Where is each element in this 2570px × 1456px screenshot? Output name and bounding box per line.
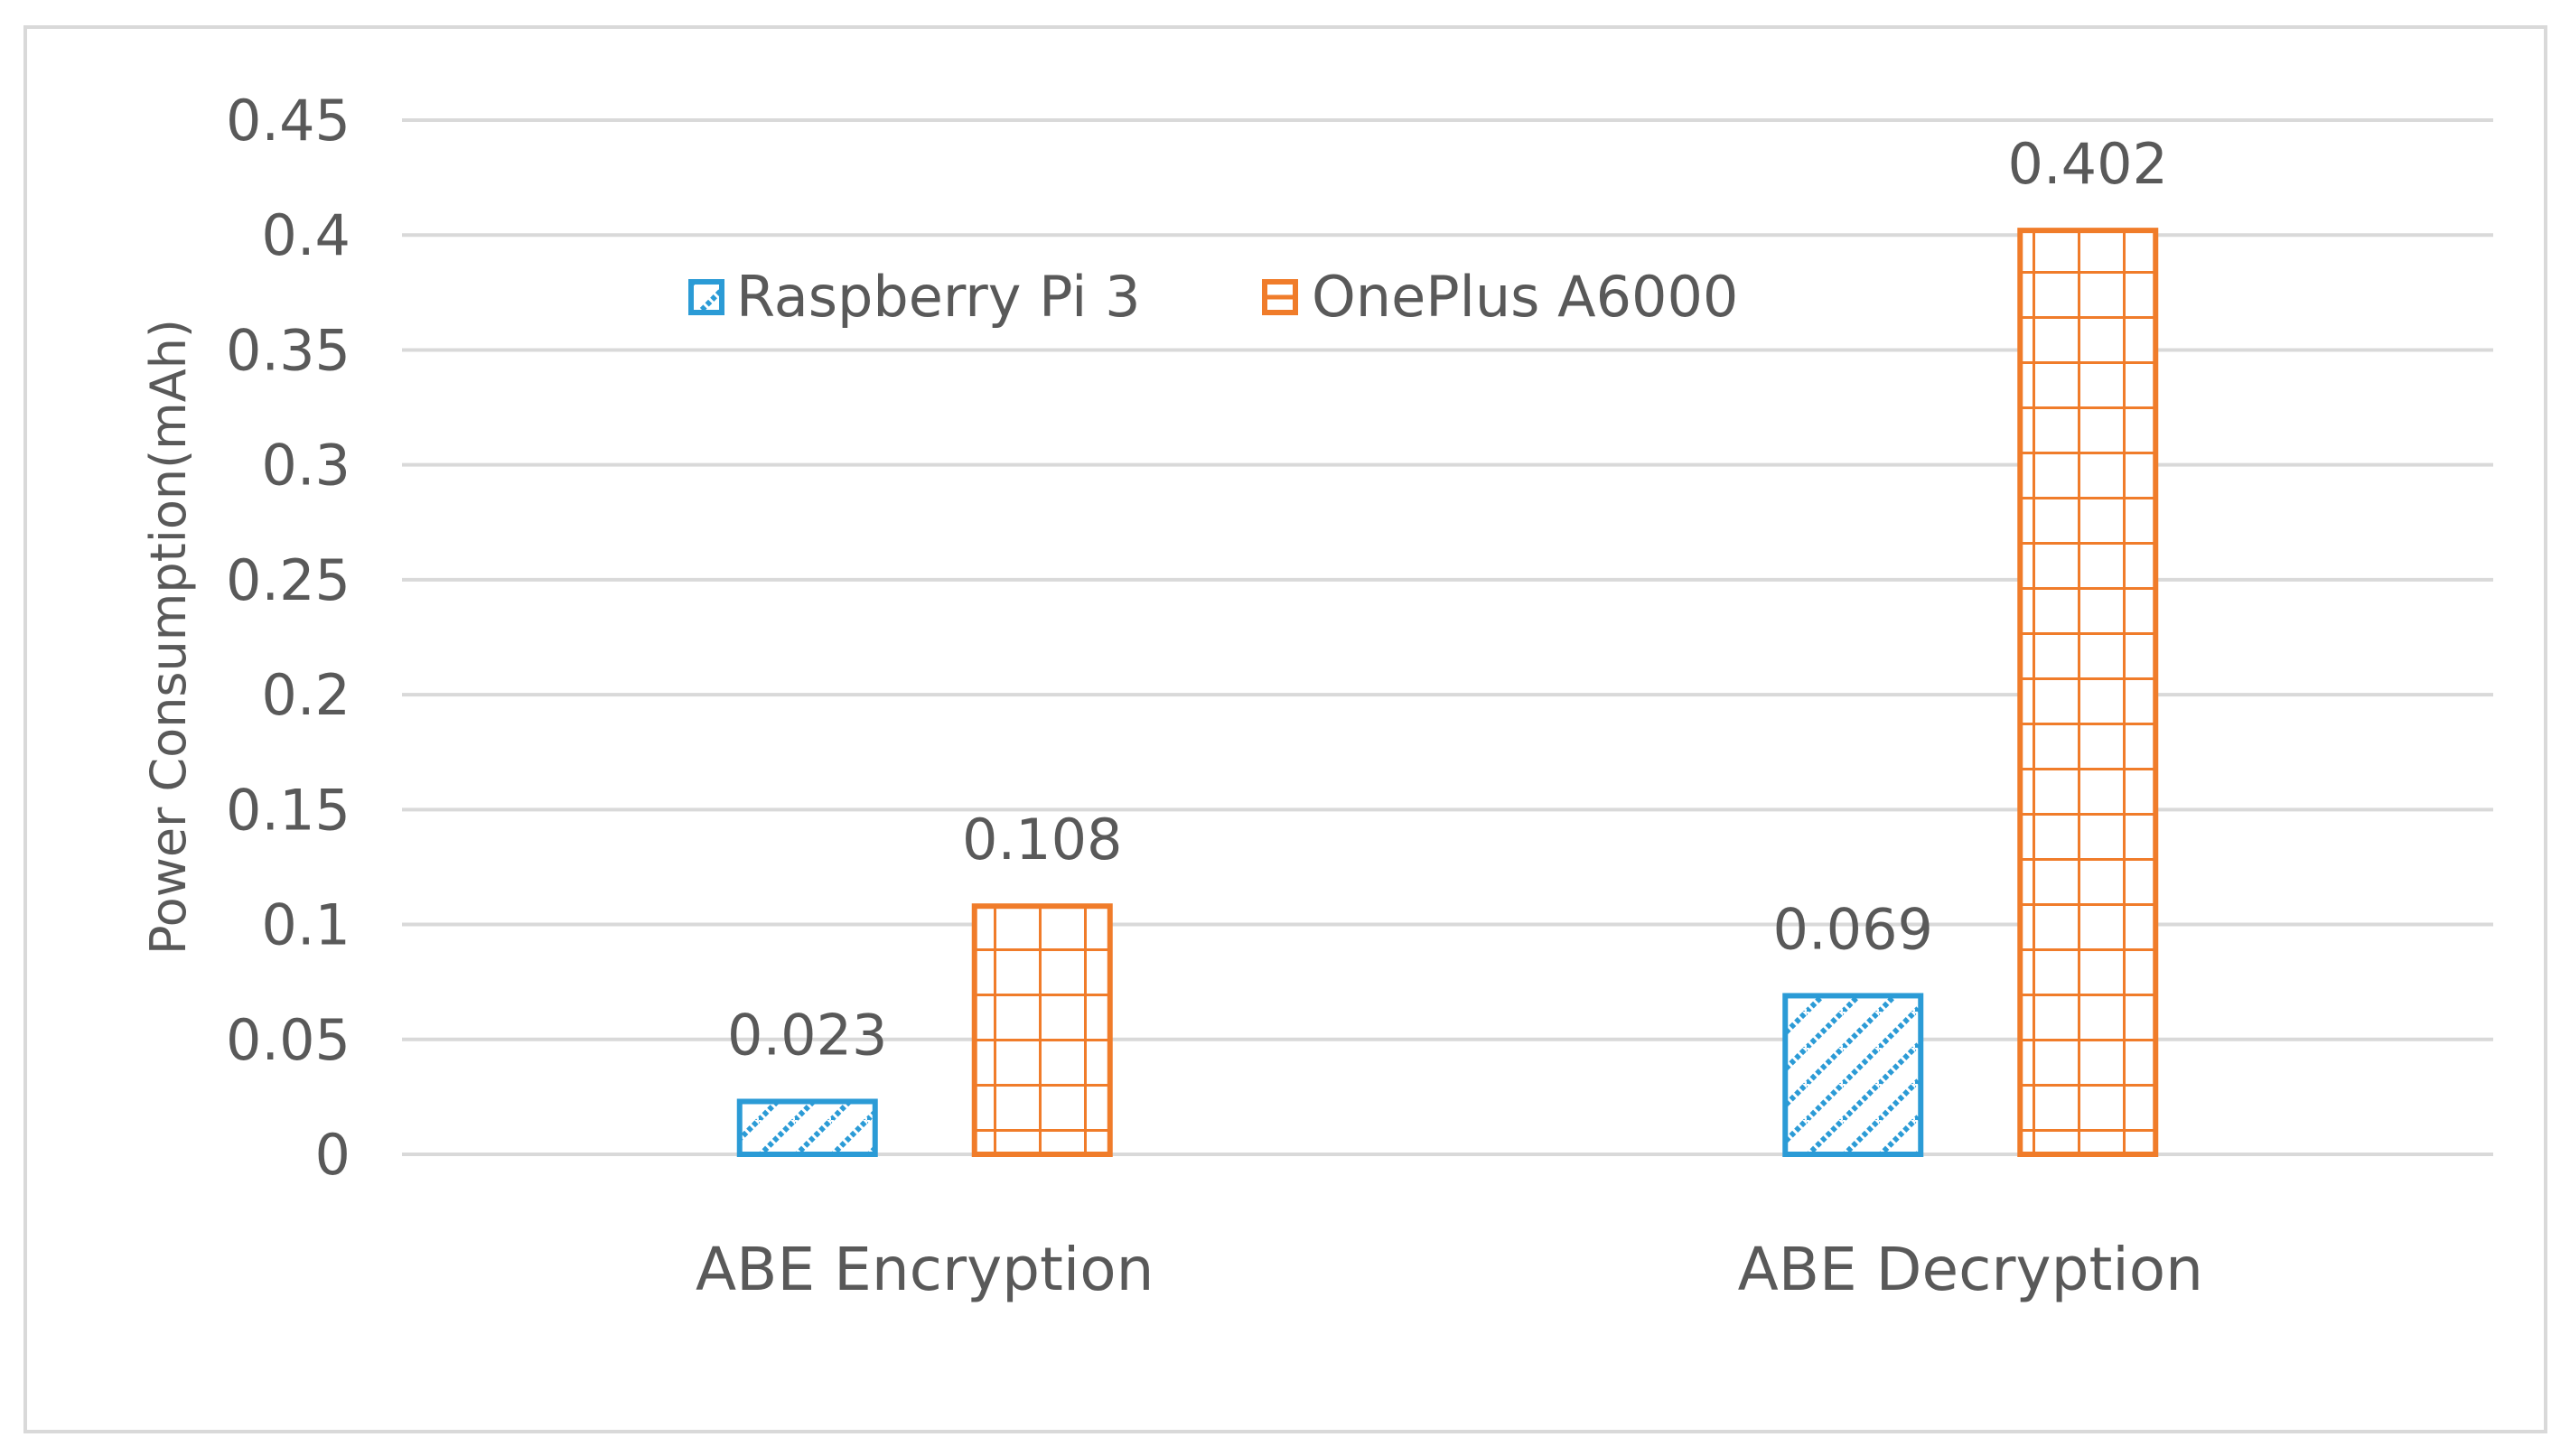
bar-raspberry-pi-3 xyxy=(1782,993,1924,1158)
gridlines xyxy=(402,118,2493,1156)
legend-label-oneplus-a6000: OnePlus A6000 xyxy=(1312,264,1738,330)
y-tick-label: 0.35 xyxy=(226,317,350,383)
x-tick-label: ABE Decryption xyxy=(1738,1235,2203,1304)
bars xyxy=(736,228,2159,1158)
y-tick-label: 0.2 xyxy=(261,662,350,728)
legend-swatch-raspberry-pi-3 xyxy=(688,279,724,315)
data-label: 0.402 xyxy=(2008,131,2169,197)
x-tick-label: ABE Encryption xyxy=(696,1235,1154,1304)
legend-label-raspberry-pi-3: Raspberry Pi 3 xyxy=(736,264,1141,330)
data-label: 0.069 xyxy=(1773,896,1934,962)
y-tick-label: 0.3 xyxy=(261,433,350,499)
y-tick-label: 0.05 xyxy=(226,1007,350,1073)
y-tick-label: 0 xyxy=(315,1122,350,1188)
legend: Raspberry Pi 3 OnePlus A6000 xyxy=(688,264,1738,330)
legend-item-raspberry-pi-3: Raspberry Pi 3 xyxy=(688,264,1141,330)
y-tick-label: 0.25 xyxy=(226,547,350,613)
x-tick-labels: ABE Encryption ABE Decryption xyxy=(696,1235,2203,1304)
chart-border xyxy=(23,25,2547,1433)
data-label: 0.023 xyxy=(727,1002,888,1068)
data-labels: 0.023 0.108 0.069 0.402 xyxy=(727,131,2168,1068)
bar-raspberry-pi-3 xyxy=(736,1098,878,1158)
y-tick-labels: 0 0.05 0.1 0.15 0.2 0.25 0.3 0.35 0.4 0.45 xyxy=(226,88,350,1188)
bar-oneplus-a6000 xyxy=(971,903,1113,1157)
y-tick-label: 0.1 xyxy=(261,892,350,958)
data-label: 0.108 xyxy=(962,807,1123,873)
bar-oneplus-a6000 xyxy=(2017,228,2159,1157)
y-tick-label: 0.15 xyxy=(226,777,350,843)
y-axis-title: Power Consumption(mAh) xyxy=(140,319,197,955)
y-tick-label: 0.4 xyxy=(261,202,350,268)
y-tick-label: 0.45 xyxy=(226,88,350,154)
legend-item-oneplus-a6000: OnePlus A6000 xyxy=(1262,264,1738,330)
